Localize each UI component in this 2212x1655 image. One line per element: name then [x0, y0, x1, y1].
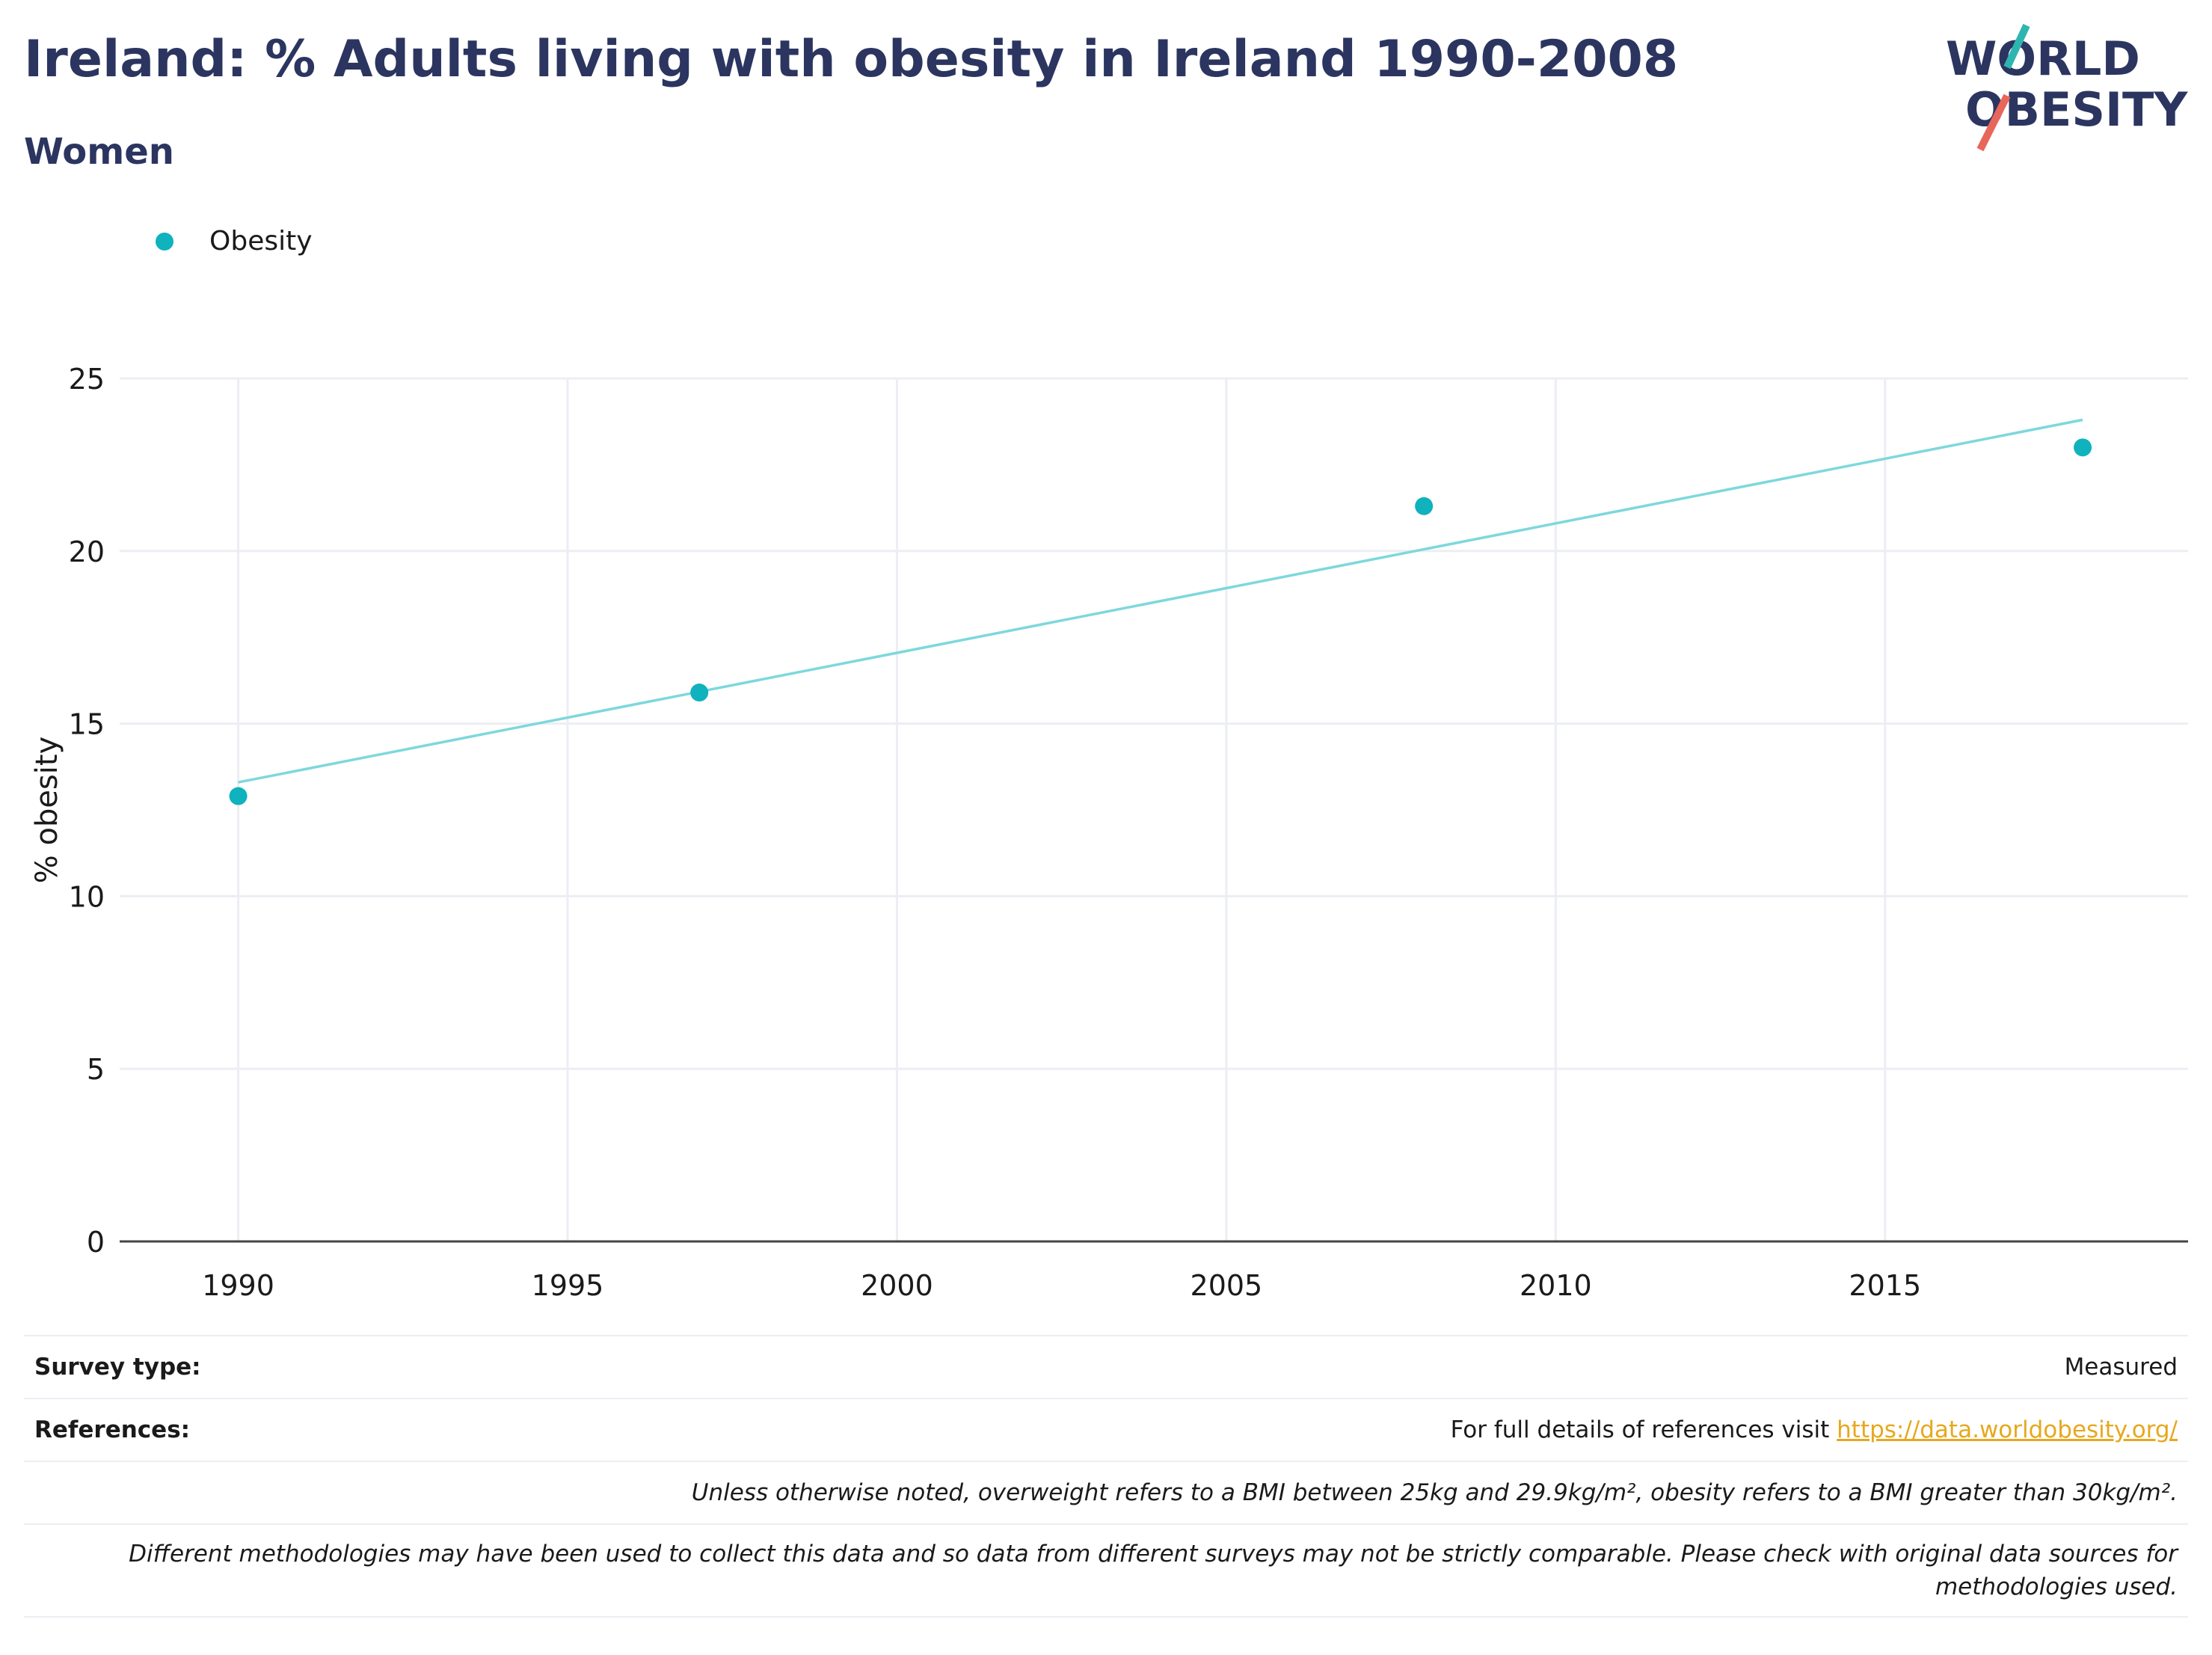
survey-type-row: Survey type: Measured — [24, 1335, 2188, 1398]
trend-line — [238, 418, 2083, 784]
y-tick-label: 20 — [69, 535, 105, 568]
legend-label: Obesity — [209, 226, 313, 257]
x-tick-label: 1995 — [532, 1269, 604, 1302]
y-tick-label: 15 — [69, 708, 105, 741]
methods-note: Different methodologies may have been us… — [129, 1541, 2178, 1600]
data-point — [229, 787, 248, 805]
legend-marker — [156, 232, 173, 251]
data-point — [1415, 497, 1434, 515]
world-obesity-logo: WORLD OBESITY — [1946, 23, 2188, 152]
x-tick-label: 2015 — [1849, 1269, 1921, 1302]
methods-note-row: Different methodologies may have been us… — [24, 1523, 2188, 1618]
y-tick-label: 0 — [87, 1226, 105, 1259]
y-tick-label: 5 — [87, 1053, 105, 1086]
logo-line1: WORLD — [1946, 31, 2140, 86]
chart-plot: 0 5 10 15 20 25 1990 1995 2000 2005 2010 2015 % obes… — [30, 363, 2188, 1302]
survey-type-label: Survey type: — [34, 1354, 201, 1381]
x-tick-label: 2000 — [861, 1269, 933, 1302]
y-tick-label: 10 — [69, 880, 105, 913]
references-prefix: For full details of references visit — [1450, 1416, 1837, 1443]
x-tick-label: 2005 — [1191, 1269, 1263, 1302]
logo-slash-bottom — [1976, 93, 2011, 152]
chart-subtitle: Women — [24, 131, 174, 173]
survey-type-value: Measured — [2064, 1354, 2178, 1381]
data-point — [2074, 438, 2092, 457]
bmi-note-row: Unless otherwise noted, overweight refer… — [24, 1461, 2188, 1523]
x-tick-label: 2010 — [1520, 1269, 1592, 1302]
chart-legend: Obesity — [156, 226, 313, 257]
y-axis-title: % obesity — [30, 737, 64, 884]
y-tick-label: 25 — [69, 363, 105, 396]
logo-slash-top — [2003, 23, 2030, 70]
chart-footer: Survey type: Measured References: For fu… — [24, 1335, 2188, 1618]
references-link[interactable]: https://data.worldobesity.org/ — [1837, 1416, 2178, 1443]
references-row: References: For full details of referenc… — [24, 1398, 2188, 1461]
x-tick-label: 1990 — [202, 1269, 274, 1302]
references-text: For full details of references visit htt… — [1451, 1416, 2188, 1443]
data-point — [690, 684, 709, 702]
bmi-note: Unless otherwise noted, overweight refer… — [691, 1479, 2178, 1506]
chart-title: Ireland: % Adults living with obesity in… — [24, 30, 1679, 89]
references-label: References: — [34, 1416, 191, 1443]
